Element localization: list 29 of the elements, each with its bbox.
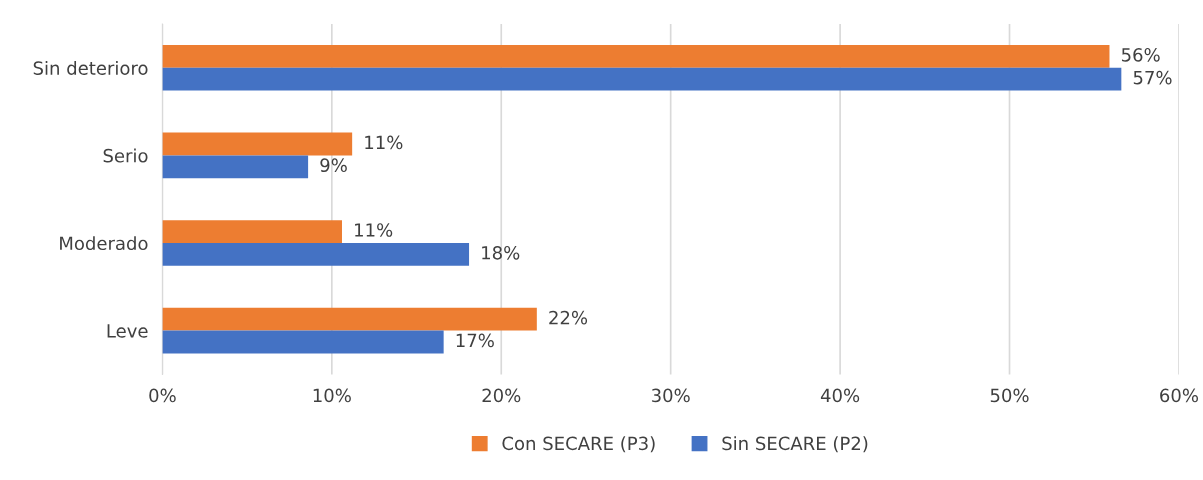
bar xyxy=(162,132,353,156)
data-label: 18% xyxy=(482,245,520,260)
data-label: 57% xyxy=(1133,70,1172,85)
data-label: 9% xyxy=(320,158,347,173)
x-tick-label: 40% xyxy=(820,388,860,403)
data-label: 17% xyxy=(456,333,494,348)
bar xyxy=(162,155,309,179)
bar xyxy=(162,220,342,243)
x-tick-label: 20% xyxy=(482,388,521,403)
legend-label: Sin SECARE (P2) xyxy=(722,436,868,453)
y-tick-label: Leve xyxy=(107,324,148,338)
data-label: 56% xyxy=(1121,47,1160,62)
y-tick-label: Serio xyxy=(103,148,148,163)
data-label: 11% xyxy=(365,135,403,150)
data-label: 22% xyxy=(549,310,588,325)
y-tick-label: Moderado xyxy=(60,236,148,251)
x-tick-label: 10% xyxy=(313,388,351,403)
x-tick-label: 50% xyxy=(990,388,1029,403)
bar xyxy=(162,67,1122,91)
x-tick-label: 60% xyxy=(1160,388,1199,403)
x-tick-label: 30% xyxy=(651,388,690,403)
y-tick-label: Sin deterioro xyxy=(33,60,148,75)
bar xyxy=(162,330,444,354)
x-tick-label: 0% xyxy=(149,388,176,403)
bar xyxy=(162,307,537,331)
bar xyxy=(162,243,470,266)
legend-label: Con SECARE (P3) xyxy=(502,436,655,453)
bar xyxy=(162,45,1110,68)
data-label: 11% xyxy=(355,223,393,237)
